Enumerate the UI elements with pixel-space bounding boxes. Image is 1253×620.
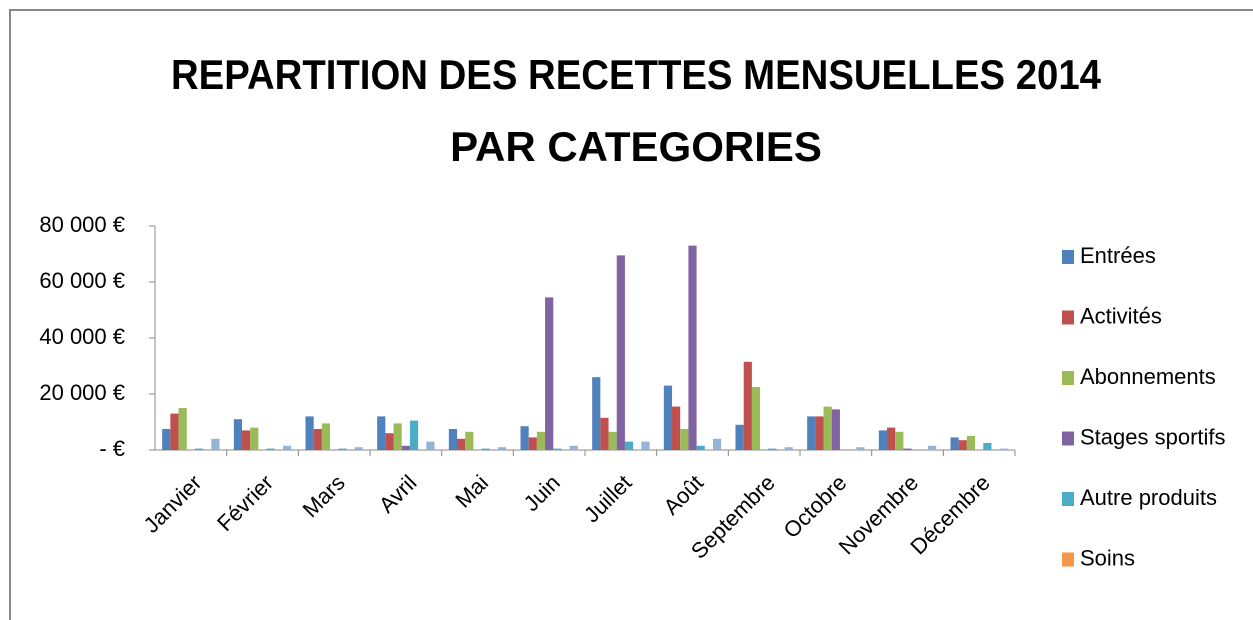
legend-label: Soins: [1080, 545, 1135, 570]
bar: [999, 448, 1008, 450]
bar: [569, 445, 578, 450]
bar: [377, 416, 386, 450]
bar: [242, 430, 251, 450]
legend-label: Autre produits: [1080, 485, 1217, 510]
bar: [497, 447, 507, 450]
bar: [457, 438, 466, 450]
bar: [600, 417, 609, 450]
legend-label: Activités: [1080, 303, 1162, 328]
chart-frame: [9, 9, 1253, 620]
legend-swatch: [1062, 371, 1074, 385]
bar: [592, 377, 601, 450]
bar: [903, 448, 912, 450]
legend-swatch: [1062, 250, 1074, 264]
y-tick-label: 60 000 €: [39, 268, 125, 293]
legend-swatch: [1062, 431, 1074, 446]
bar: [385, 433, 394, 450]
bar: [815, 416, 824, 450]
bar: [784, 447, 793, 450]
bar: [481, 448, 490, 450]
chart-title: REPARTITION DES RECETTES MENSUELLES 2014: [171, 51, 1102, 98]
bar: [768, 448, 777, 450]
bar: [856, 447, 865, 450]
legend-label: Entrées: [1080, 243, 1156, 268]
bar: [393, 423, 402, 450]
bar: [983, 443, 992, 450]
bar: [696, 445, 705, 450]
bar: [178, 408, 187, 450]
bar: [233, 419, 243, 450]
bar: [448, 429, 458, 450]
bar: [958, 440, 967, 450]
bar: [672, 406, 681, 450]
bar: [624, 441, 634, 450]
y-tick-label: 40 000 €: [39, 324, 125, 349]
bar: [927, 445, 937, 450]
bar: [170, 413, 179, 450]
bar: [751, 387, 761, 450]
y-tick-label: 20 000 €: [39, 380, 125, 405]
legend-swatch: [1062, 552, 1074, 567]
bar: [641, 441, 650, 450]
bar: [401, 445, 410, 450]
chart-title: PAR CATEGORIES: [450, 123, 822, 170]
bar: [553, 448, 562, 450]
legend-label: Abonnements: [1080, 364, 1216, 389]
legend-label: Stages sportifs: [1080, 424, 1226, 449]
y-tick-label: - €: [99, 436, 125, 461]
legend-swatch: [1062, 310, 1074, 325]
bar: [305, 416, 314, 450]
bar: [520, 426, 529, 450]
bar: [282, 445, 292, 450]
bar: [608, 431, 617, 450]
bar: [680, 429, 689, 450]
bar: [831, 409, 840, 450]
bar: [807, 416, 816, 450]
bar: [194, 448, 204, 450]
bar: [211, 438, 220, 450]
bar: [354, 447, 363, 450]
bar: [338, 448, 347, 450]
bar: [895, 431, 904, 450]
bar: [688, 245, 697, 450]
bar: [162, 429, 171, 450]
bar: [426, 441, 435, 450]
bar: [823, 406, 832, 450]
legend-swatch: [1062, 492, 1074, 506]
bar: [409, 420, 419, 450]
bar: [536, 431, 546, 450]
bar: [663, 385, 673, 450]
bar: [313, 429, 322, 450]
bar: [950, 437, 959, 450]
bar: [616, 255, 625, 450]
bar: [545, 297, 554, 450]
bar: [250, 427, 259, 450]
bar: [528, 437, 537, 450]
bar: [743, 361, 752, 450]
bar: [321, 423, 331, 450]
y-tick-label: 80 000 €: [39, 212, 125, 237]
bar: [735, 424, 744, 450]
bar: [266, 448, 275, 450]
bar: [712, 438, 722, 450]
bar: [887, 427, 896, 450]
bar: [878, 430, 888, 450]
bar: [966, 436, 976, 450]
bar: [465, 431, 474, 450]
